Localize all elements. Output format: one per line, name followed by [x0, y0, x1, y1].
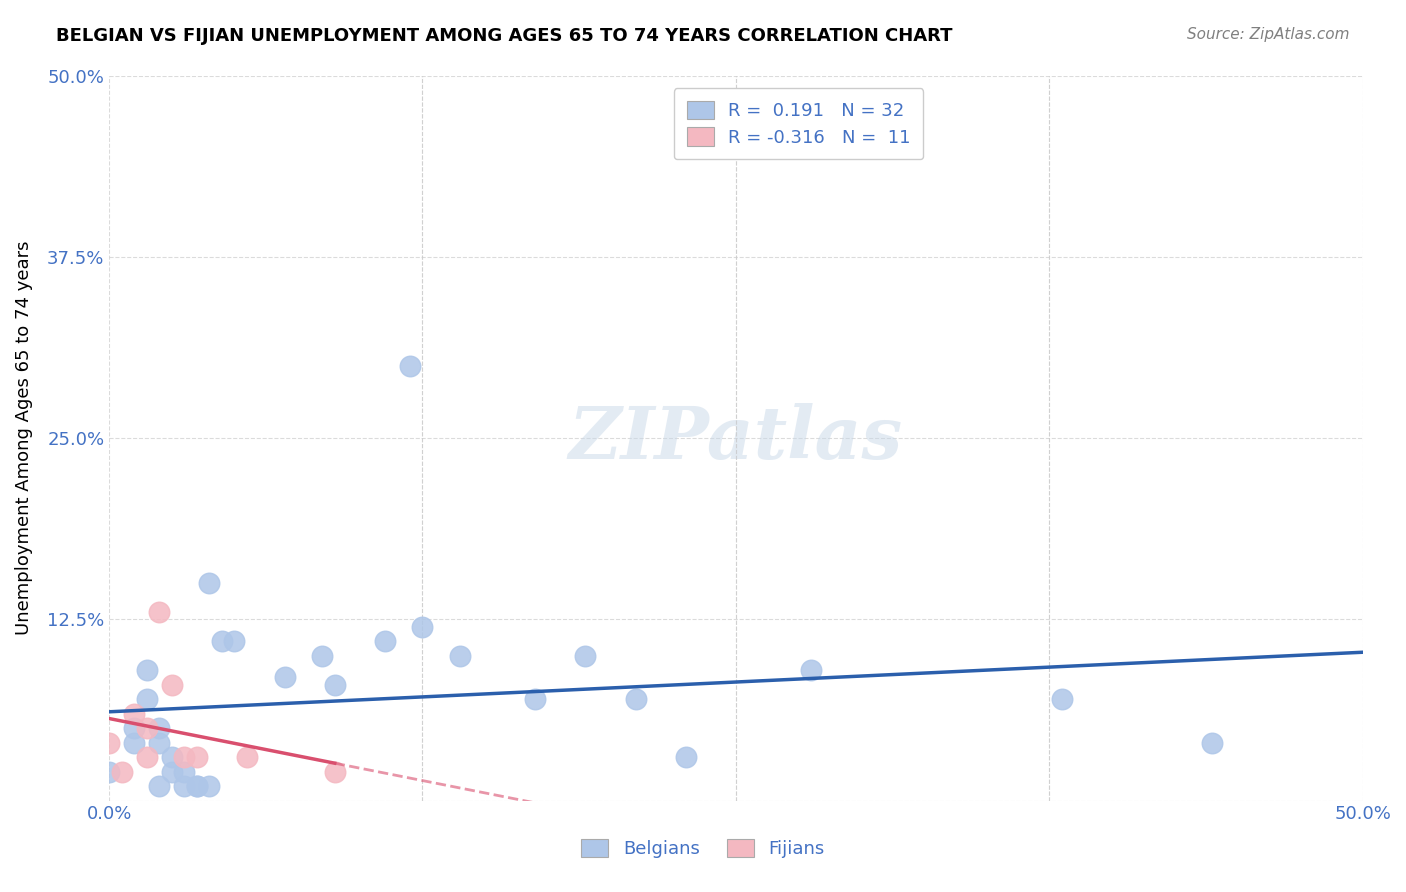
Point — [173, 779, 195, 793]
Point — [148, 779, 170, 793]
Point — [148, 605, 170, 619]
Point — [399, 359, 422, 373]
Point — [1201, 736, 1223, 750]
Point — [122, 706, 145, 721]
Point — [1050, 692, 1073, 706]
Legend: R =  0.191   N = 32, R = -0.316   N =  11: R = 0.191 N = 32, R = -0.316 N = 11 — [673, 88, 924, 160]
Point — [160, 677, 183, 691]
Point — [524, 692, 547, 706]
Point — [160, 750, 183, 764]
Point — [148, 736, 170, 750]
Point — [224, 634, 246, 648]
Point — [173, 750, 195, 764]
Text: ZIPatlas: ZIPatlas — [569, 402, 903, 474]
Point — [211, 634, 233, 648]
Point — [122, 736, 145, 750]
Y-axis label: Unemployment Among Ages 65 to 74 years: Unemployment Among Ages 65 to 74 years — [15, 241, 32, 635]
Point — [135, 663, 157, 677]
Point — [800, 663, 823, 677]
Point — [323, 764, 346, 779]
Point — [198, 779, 221, 793]
Point — [198, 576, 221, 591]
Point — [624, 692, 647, 706]
Point — [135, 750, 157, 764]
Point — [135, 692, 157, 706]
Point — [311, 648, 333, 663]
Point — [411, 619, 433, 633]
Legend: Belgians, Fijians: Belgians, Fijians — [574, 831, 832, 865]
Point — [273, 670, 295, 684]
Point — [148, 721, 170, 735]
Point — [98, 764, 121, 779]
Point — [160, 764, 183, 779]
Point — [449, 648, 471, 663]
Point — [323, 677, 346, 691]
Point — [173, 764, 195, 779]
Point — [111, 764, 134, 779]
Point — [186, 779, 208, 793]
Point — [236, 750, 259, 764]
Point — [186, 779, 208, 793]
Point — [135, 721, 157, 735]
Point — [675, 750, 697, 764]
Point — [122, 721, 145, 735]
Point — [98, 736, 121, 750]
Point — [186, 750, 208, 764]
Point — [374, 634, 396, 648]
Text: Source: ZipAtlas.com: Source: ZipAtlas.com — [1187, 27, 1350, 42]
Point — [574, 648, 596, 663]
Text: BELGIAN VS FIJIAN UNEMPLOYMENT AMONG AGES 65 TO 74 YEARS CORRELATION CHART: BELGIAN VS FIJIAN UNEMPLOYMENT AMONG AGE… — [56, 27, 953, 45]
